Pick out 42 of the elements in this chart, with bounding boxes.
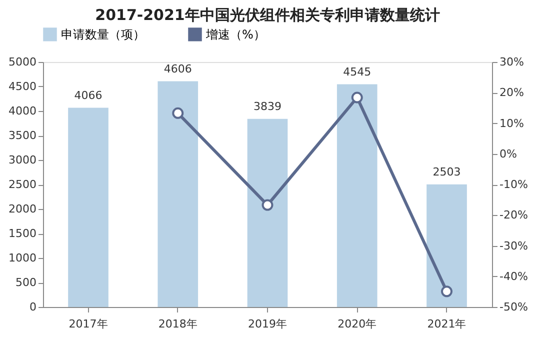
data-label: 4606 bbox=[164, 62, 192, 76]
point bbox=[172, 107, 184, 119]
y2-tick-label: 30% bbox=[500, 56, 524, 68]
data-label: 4066 bbox=[74, 88, 102, 102]
y-tick-label: 3000 bbox=[8, 154, 36, 166]
point bbox=[351, 92, 363, 104]
point bbox=[262, 199, 274, 211]
data-label: 2503 bbox=[432, 165, 461, 178]
y-tick-label: 4000 bbox=[8, 104, 36, 118]
data-label: 4545 bbox=[343, 65, 372, 78]
x-tick-label: 2017年 bbox=[68, 318, 108, 330]
x-tick-label: 2019年 bbox=[248, 318, 287, 330]
y2-tick-label: 20% bbox=[500, 86, 524, 100]
legend-label: 申请数量（项） bbox=[61, 27, 145, 42]
y2-tick-label: -20% bbox=[500, 208, 528, 222]
y2-tick-label: -40% bbox=[500, 270, 528, 283]
y-tick-label: 5000 bbox=[8, 56, 36, 68]
y-tick-label: 3500 bbox=[8, 129, 36, 142]
bar bbox=[68, 108, 108, 307]
bar bbox=[426, 184, 467, 307]
legend-label: 增速（%） bbox=[205, 27, 266, 42]
y2-tick-label: 0% bbox=[500, 147, 517, 160]
y-tick-label: 500 bbox=[16, 276, 36, 289]
y-tick-label: 0 bbox=[30, 300, 36, 314]
point bbox=[441, 286, 452, 298]
bar bbox=[336, 84, 378, 307]
y-tick-label: 1000 bbox=[8, 252, 36, 264]
y2-tick-label: 10% bbox=[500, 116, 524, 130]
data-label: 3839 bbox=[254, 100, 282, 113]
x-tick-label: 2021年 bbox=[427, 318, 466, 330]
bar bbox=[247, 118, 288, 307]
y2-tick-label: -10% bbox=[500, 178, 528, 191]
y2-tick-label: -30% bbox=[500, 239, 528, 252]
y-tick-label: 4500 bbox=[8, 80, 36, 93]
y-tick-label: 2500 bbox=[8, 178, 36, 191]
y-tick-label: 1500 bbox=[8, 227, 36, 240]
y2-tick-label: -50% bbox=[500, 300, 528, 314]
bar bbox=[158, 81, 198, 307]
x-tick-label: 2018年 bbox=[158, 318, 198, 330]
x-tick-label: 2020年 bbox=[338, 318, 377, 330]
y-tick-label: 2000 bbox=[8, 202, 36, 216]
chart-title: 2017-2021年中国光伏组件相关专利申请数量统计 bbox=[95, 6, 440, 24]
